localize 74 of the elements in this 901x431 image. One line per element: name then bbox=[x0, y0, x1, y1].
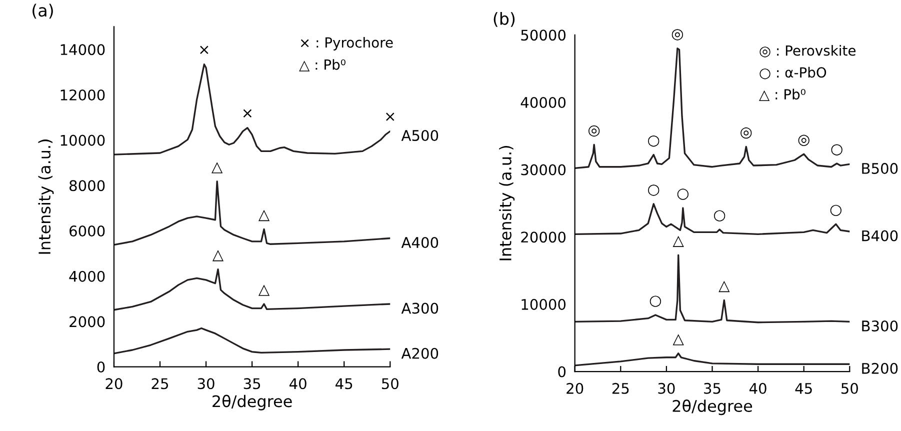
series-label: A300 bbox=[401, 302, 438, 314]
y-tick-label: 50000 bbox=[521, 30, 566, 41]
annotation: ○ bbox=[650, 296, 662, 307]
annotation: △ bbox=[212, 250, 224, 262]
annotation: × bbox=[200, 46, 208, 54]
annotation: ◎ bbox=[672, 29, 683, 40]
line-series bbox=[574, 352, 850, 366]
annotation: ○ bbox=[677, 188, 688, 200]
annotation: ○ bbox=[830, 204, 842, 216]
annotation: △ bbox=[672, 236, 684, 247]
x-tick-label: 25 bbox=[612, 382, 629, 394]
line-series bbox=[114, 327, 390, 354]
y-tick-label: 40000 bbox=[520, 96, 566, 108]
y-axis-title: Intensity (a.u.) bbox=[499, 146, 515, 260]
annotation: ◎ : Perovskite bbox=[760, 45, 856, 58]
x-tick-label: 30 bbox=[658, 382, 675, 394]
annotation: △ bbox=[258, 210, 270, 222]
x-tick-label: 20 bbox=[106, 378, 122, 390]
series-label: B300 bbox=[862, 320, 898, 332]
x-tick-label: 40 bbox=[290, 378, 306, 390]
annotation: △ bbox=[212, 162, 223, 174]
x-axis-title: 2θ/degree bbox=[212, 394, 292, 410]
annotation: ○ bbox=[714, 210, 726, 222]
x-tick-label: 20 bbox=[566, 382, 584, 394]
x-tick-label: 35 bbox=[244, 378, 260, 390]
y-tick-label: 0 bbox=[97, 362, 105, 373]
y-tick-label: 20000 bbox=[521, 232, 566, 243]
y-tick-label: 4000 bbox=[69, 270, 105, 282]
x-tick-label: 45 bbox=[336, 378, 352, 390]
annotation: △ : Pb⁰ bbox=[299, 59, 346, 72]
annotation: △ bbox=[672, 334, 684, 346]
annotation: △ bbox=[718, 280, 730, 292]
y-tick-label: 12000 bbox=[60, 89, 105, 100]
series-label: B500 bbox=[862, 162, 898, 174]
x-tick-label: 25 bbox=[152, 378, 168, 390]
annotation: △ bbox=[258, 284, 270, 296]
x-tick-label: 50 bbox=[841, 382, 858, 394]
x-tick-label: 50 bbox=[382, 378, 398, 390]
line-series bbox=[114, 180, 390, 246]
annotation: ○ : α-PbO bbox=[760, 66, 826, 80]
annotation: ◎ bbox=[798, 134, 810, 146]
y-tick-label: 30000 bbox=[521, 164, 566, 176]
y-tick-label: 8000 bbox=[70, 180, 105, 192]
series-label: B200 bbox=[862, 362, 898, 374]
y-tick-label: 10000 bbox=[60, 134, 105, 146]
y-tick-label: 14000 bbox=[60, 44, 105, 56]
chart-title: (a) bbox=[32, 4, 53, 19]
annotation: ○ bbox=[831, 144, 842, 156]
annotation: △ : Pb⁰ bbox=[759, 88, 806, 102]
series-label: A400 bbox=[401, 236, 438, 248]
chart-title: (b) bbox=[494, 12, 515, 27]
y-tick-label: 6000 bbox=[70, 225, 105, 237]
series-label: A500 bbox=[401, 130, 438, 142]
annotation: × bbox=[243, 109, 252, 118]
y-tick-label: 2000 bbox=[70, 316, 105, 328]
annotation: × : Pyrochore bbox=[300, 37, 393, 50]
line-series bbox=[574, 254, 850, 324]
x-tick-label: 30 bbox=[198, 378, 214, 390]
annotation: ◎ bbox=[588, 125, 600, 137]
x-tick-label: 45 bbox=[795, 383, 812, 394]
line-series bbox=[574, 203, 850, 236]
x-axis-title: 2θ/degree bbox=[672, 400, 752, 416]
x-tick-label: 35 bbox=[704, 382, 720, 394]
annotation: ○ bbox=[648, 184, 660, 196]
series-label: A200 bbox=[401, 348, 438, 359]
annotation: × bbox=[386, 112, 394, 121]
y-tick-label: 0 bbox=[558, 366, 566, 378]
y-axis-title: Intensity (a.u.) bbox=[38, 140, 54, 254]
series-label: B400 bbox=[862, 230, 898, 242]
x-tick-label: 40 bbox=[749, 382, 766, 394]
annotation: ◎ bbox=[740, 127, 752, 139]
line-series bbox=[114, 268, 390, 311]
annotation: ○ bbox=[648, 135, 660, 147]
y-tick-label: 10000 bbox=[522, 298, 566, 310]
